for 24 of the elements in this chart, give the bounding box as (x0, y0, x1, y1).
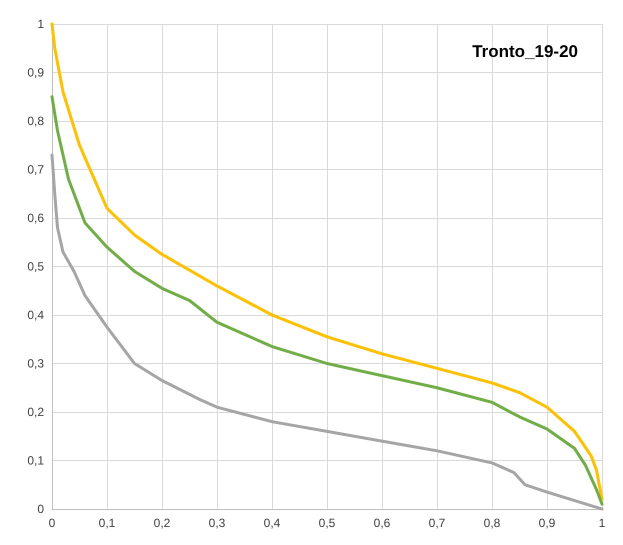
y-tick-label: 1 (37, 17, 44, 31)
x-tick-label: 0 (48, 516, 56, 530)
y-tick-label: 0,7 (27, 162, 44, 176)
x-tick-label: 0,8 (484, 516, 501, 530)
x-tick-label: 0,4 (264, 516, 281, 530)
y-tick-label: 0 (37, 502, 44, 516)
y-tick-label: 0,1 (27, 454, 44, 468)
y-tick-label: 0,4 (27, 308, 44, 322)
line-series (50, 95, 604, 506)
y-tick-label: 0,9 (27, 66, 44, 80)
y-tick-label: 0,8 (27, 114, 44, 128)
y-tick-label: 0,6 (27, 211, 44, 225)
x-tick-label: 0,1 (98, 516, 116, 530)
y-tick-label: 0,5 (27, 260, 44, 274)
x-tick-label: 0,6 (374, 516, 391, 530)
x-tick-label: 0,5 (318, 516, 336, 530)
x-tick-label: 1 (598, 516, 606, 530)
y-tick-label: 0,2 (27, 405, 44, 419)
y-tick-label: 0,3 (27, 356, 44, 370)
x-tick-label: 0,7 (428, 516, 446, 530)
text: Tronto_19-20 (472, 42, 578, 61)
x-tick-label: 0,3 (208, 516, 226, 530)
x-tick-label: 0,2 (154, 516, 171, 530)
x-tick-label: 0,9 (538, 516, 556, 530)
